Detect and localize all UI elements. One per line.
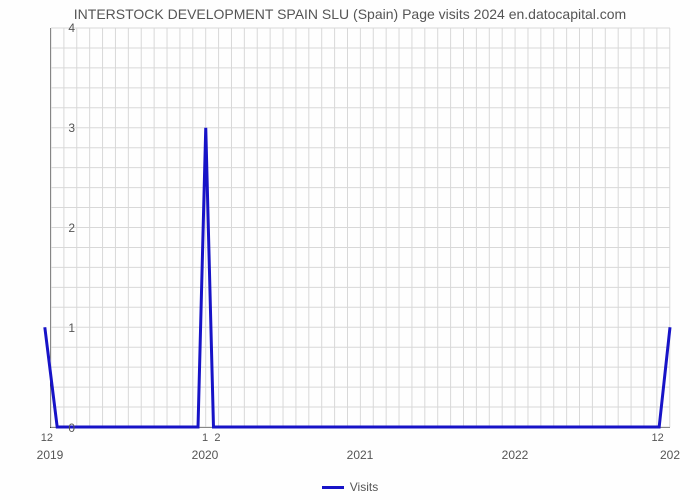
legend: Visits — [0, 480, 700, 494]
chart-title: INTERSTOCK DEVELOPMENT SPAIN SLU (Spain)… — [0, 6, 700, 22]
y-tick-label: 3 — [55, 121, 75, 135]
x-tick-major-label: 202 — [660, 448, 680, 462]
y-tick-label: 0 — [55, 421, 75, 435]
x-tick-major-label: 2021 — [347, 448, 374, 462]
x-tick-minor-label: 12 — [41, 432, 53, 444]
x-tick-major-label: 2019 — [37, 448, 64, 462]
y-tick-label: 2 — [55, 221, 75, 235]
x-tick-minor-label: 12 — [651, 432, 663, 444]
plot-area — [50, 28, 670, 428]
legend-swatch — [322, 486, 344, 489]
series-line — [51, 28, 670, 427]
y-tick-label: 4 — [55, 21, 75, 35]
x-tick-minor-label: 1 — [202, 432, 208, 444]
chart-container: INTERSTOCK DEVELOPMENT SPAIN SLU (Spain)… — [0, 0, 700, 500]
y-tick-label: 1 — [55, 321, 75, 335]
x-tick-minor-label: 2 — [214, 432, 220, 444]
x-tick-major-label: 2022 — [502, 448, 529, 462]
x-tick-major-label: 2020 — [192, 448, 219, 462]
legend-label: Visits — [350, 480, 378, 494]
